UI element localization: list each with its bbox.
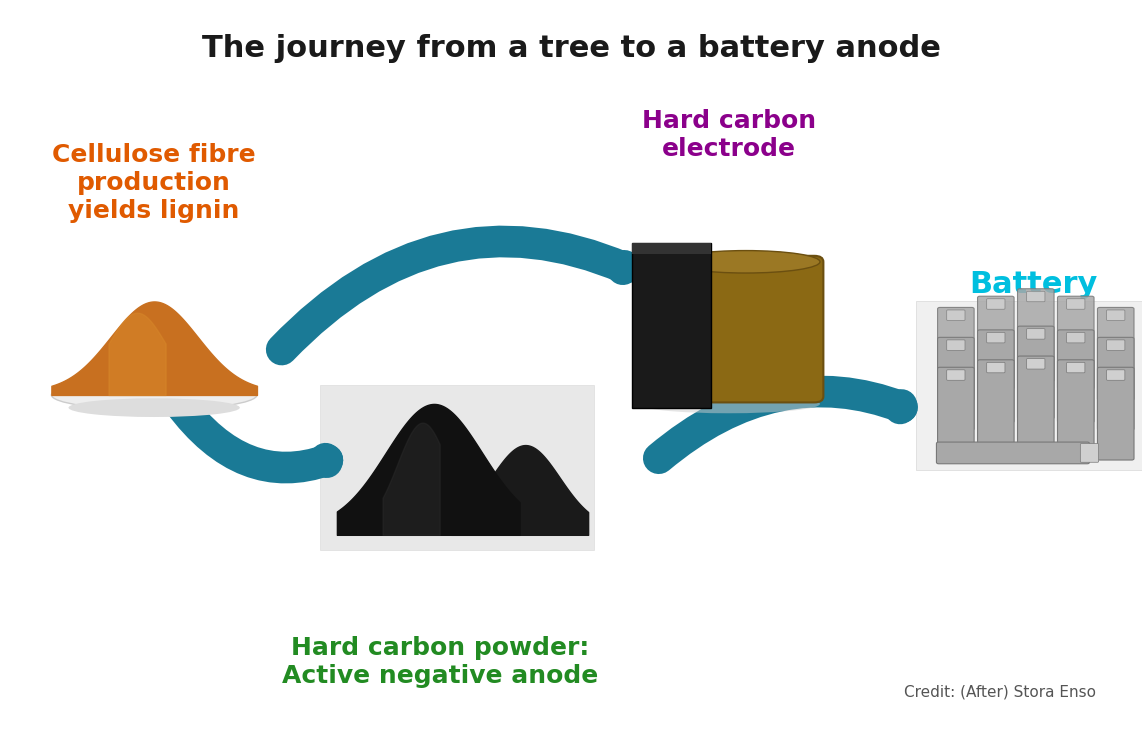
- FancyBboxPatch shape: [947, 340, 965, 350]
- FancyBboxPatch shape: [987, 362, 1005, 373]
- FancyBboxPatch shape: [978, 330, 1014, 423]
- Ellipse shape: [637, 395, 820, 414]
- FancyBboxPatch shape: [978, 360, 1014, 453]
- FancyBboxPatch shape: [1107, 340, 1125, 350]
- FancyBboxPatch shape: [632, 243, 711, 408]
- FancyBboxPatch shape: [987, 332, 1005, 343]
- FancyBboxPatch shape: [1027, 358, 1045, 369]
- FancyBboxPatch shape: [938, 337, 974, 430]
- FancyBboxPatch shape: [916, 301, 1142, 470]
- FancyBboxPatch shape: [947, 310, 965, 320]
- FancyBboxPatch shape: [320, 385, 594, 550]
- FancyBboxPatch shape: [1107, 370, 1125, 380]
- FancyBboxPatch shape: [614, 232, 843, 419]
- FancyBboxPatch shape: [1107, 310, 1125, 320]
- FancyBboxPatch shape: [1027, 291, 1045, 301]
- FancyBboxPatch shape: [29, 272, 280, 436]
- FancyBboxPatch shape: [1067, 362, 1085, 373]
- FancyBboxPatch shape: [1057, 360, 1094, 453]
- FancyBboxPatch shape: [947, 370, 965, 380]
- FancyBboxPatch shape: [1057, 296, 1094, 389]
- FancyBboxPatch shape: [1018, 356, 1054, 449]
- FancyBboxPatch shape: [632, 243, 711, 254]
- Text: Hard carbon powder:
Active negative anode: Hard carbon powder: Active negative anod…: [282, 636, 597, 688]
- FancyBboxPatch shape: [1097, 337, 1134, 430]
- FancyBboxPatch shape: [1097, 367, 1134, 460]
- FancyBboxPatch shape: [1067, 332, 1085, 343]
- FancyBboxPatch shape: [987, 298, 1005, 309]
- Text: Hard carbon
electrode: Hard carbon electrode: [642, 108, 815, 161]
- Text: Battery: Battery: [970, 270, 1097, 298]
- FancyBboxPatch shape: [1018, 289, 1054, 381]
- FancyBboxPatch shape: [1027, 328, 1045, 339]
- FancyBboxPatch shape: [1057, 330, 1094, 423]
- Text: The journey from a tree to a battery anode: The journey from a tree to a battery ano…: [201, 34, 941, 63]
- FancyBboxPatch shape: [1067, 298, 1085, 309]
- FancyBboxPatch shape: [978, 296, 1014, 389]
- Ellipse shape: [51, 380, 257, 410]
- FancyBboxPatch shape: [938, 367, 974, 460]
- Text: Credit: (After) Stora Enso: Credit: (After) Stora Enso: [904, 684, 1096, 699]
- FancyBboxPatch shape: [938, 307, 974, 400]
- FancyBboxPatch shape: [1097, 307, 1134, 400]
- FancyBboxPatch shape: [657, 256, 823, 402]
- Ellipse shape: [671, 251, 820, 273]
- FancyBboxPatch shape: [1018, 326, 1054, 419]
- Text: Cellulose fibre
production
yields lignin: Cellulose fibre production yields lignin: [53, 144, 256, 223]
- Ellipse shape: [69, 398, 240, 417]
- FancyBboxPatch shape: [936, 442, 1089, 464]
- FancyBboxPatch shape: [1080, 444, 1099, 462]
